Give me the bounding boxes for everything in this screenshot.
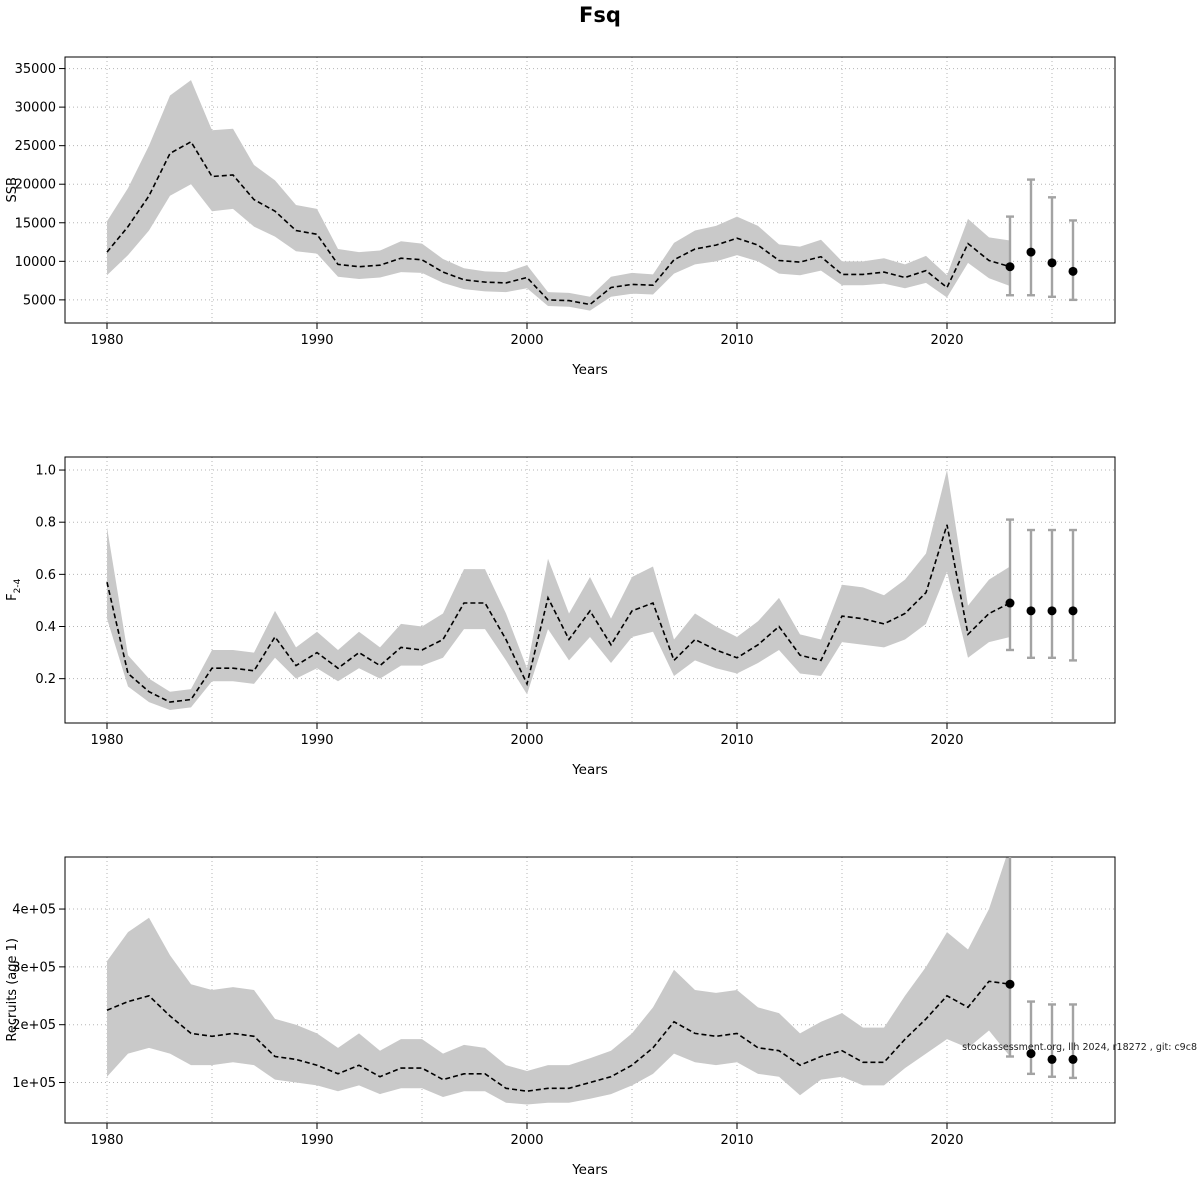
chart-title: Fsq (579, 3, 621, 27)
x-tick-label: 2000 (510, 1133, 543, 1148)
forecast-point (1047, 1054, 1057, 1064)
forecast-point (1068, 606, 1078, 616)
x-tick-label: 2000 (510, 733, 543, 748)
x-tick-label: 1990 (300, 733, 333, 748)
y-tick-label: 0.4 (35, 620, 56, 635)
ssb-y-axis-label: SSB (5, 57, 23, 323)
forecast-point (1047, 258, 1057, 268)
plot-frame (64, 856, 1116, 1124)
watermark-text: stockassessment.org, llh 2024, r18272 , … (962, 1042, 1197, 1053)
y-tick-label: 25000 (15, 139, 56, 154)
panel-fbar: 1980 1990 2000 2010 2020 0.2 0.4 0.6 0.8 1.0 (35, 456, 1116, 748)
y-tick-label: 5000 (23, 293, 56, 308)
y-tick-label: 1e+05 (12, 1076, 56, 1091)
forecast-point (1047, 606, 1057, 616)
x-tick-label: 2010 (720, 733, 753, 748)
ssb-y-axis-label-text: SSB (5, 177, 21, 203)
recruits-y-axis-label: Recruits (age 1) (5, 857, 23, 1123)
forecast-point (1068, 1054, 1078, 1064)
fbar-y-axis-label-text: F (5, 593, 21, 601)
panel-ssb: 1980 1990 2000 2010 2020 5000 10000 15000 20000 2… (15, 56, 1116, 348)
forecast-point (1005, 262, 1015, 272)
x-tick-label: 2010 (720, 333, 753, 348)
confidence-band (107, 80, 1010, 311)
x-tick-label: 1990 (300, 333, 333, 348)
x-tick-label: 1980 (90, 733, 123, 748)
forecast-point (1005, 979, 1015, 989)
forecast-point (1026, 247, 1036, 257)
x-tick-label: 2000 (510, 333, 543, 348)
plot-frame (64, 456, 1116, 724)
x-tick-label: 1980 (90, 333, 123, 348)
recruits-x-axis-label: Years (572, 1162, 608, 1178)
mean-line (106, 980, 1011, 1093)
y-tick-label: 0.8 (35, 516, 56, 531)
mean-line (106, 140, 1011, 306)
confidence-band (107, 857, 1010, 1105)
y-tick-label: 0.2 (35, 672, 56, 687)
x-tick-label: 2010 (720, 1133, 753, 1148)
ssb-x-axis-label: Years (572, 362, 608, 378)
fbar-x-axis-label: Years (572, 762, 608, 778)
y-tick-label: 10000 (15, 255, 56, 270)
x-tick-label: 2020 (930, 333, 963, 348)
x-tick-label: 1980 (90, 1133, 123, 1148)
y-tick-label: 0.6 (35, 568, 56, 583)
y-tick-label: 30000 (15, 101, 56, 116)
x-tick-label: 1990 (300, 1133, 333, 1148)
confidence-band (107, 470, 1010, 710)
panel-recruits: 1980 1990 2000 2010 2020 1e+05 2e+05 3e+05 4e+05 (12, 856, 1116, 1148)
x-tick-label: 2020 (930, 733, 963, 748)
fbar-y-axis-label-sub: 2-4 (12, 578, 23, 594)
y-tick-label: 2e+05 (12, 1018, 56, 1033)
recruits-y-axis-label-text: Recruits (age 1) (5, 938, 21, 1042)
forecast-point (1026, 1049, 1036, 1059)
x-tick-label: 2020 (930, 1133, 963, 1148)
forecast-point (1026, 606, 1036, 616)
forecast-point (1005, 598, 1015, 608)
y-tick-label: 3e+05 (12, 960, 56, 975)
y-tick-label: 20000 (15, 178, 56, 193)
plot-frame (64, 56, 1116, 324)
y-tick-label: 4e+05 (12, 903, 56, 918)
y-tick-label: 1.0 (35, 464, 56, 479)
y-tick-label: 35000 (15, 62, 56, 77)
mean-line (106, 524, 1011, 703)
forecast-point (1068, 266, 1078, 276)
y-tick-label: 15000 (15, 216, 56, 231)
fbar-y-axis-label: F2-4 (5, 457, 23, 723)
